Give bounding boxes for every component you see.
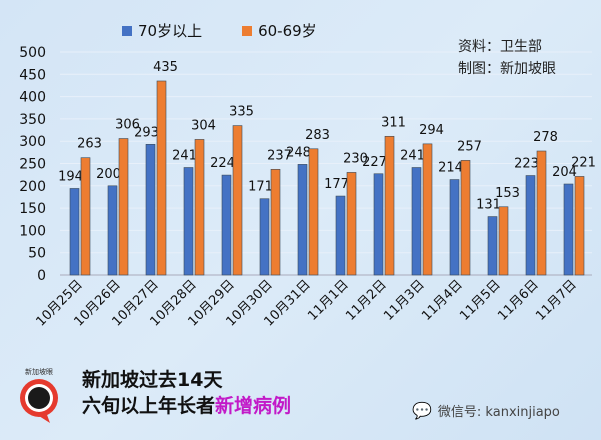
bar-60-69 — [498, 206, 509, 276]
y-tick-label: 150 — [19, 201, 46, 217]
data-label: 278 — [533, 130, 558, 145]
bar-70plus — [487, 216, 498, 276]
data-label: 241 — [172, 149, 197, 164]
bar-60-69 — [194, 139, 205, 276]
data-label: 200 — [96, 167, 121, 182]
y-tick-label: 100 — [19, 223, 46, 239]
bar-70plus — [145, 144, 156, 276]
x-tick-label: 11月4日 — [419, 277, 466, 324]
bar-60-69 — [80, 157, 91, 276]
y-tick-label: 450 — [19, 67, 46, 83]
bar-70plus — [449, 179, 460, 276]
data-label: 306 — [115, 118, 140, 133]
svg-text:新加坡眼: 新加坡眼 — [25, 367, 53, 376]
bar-70plus — [107, 185, 118, 276]
bar-70plus — [335, 195, 346, 276]
y-tick-label: 500 — [19, 45, 46, 61]
bar-70plus — [525, 175, 536, 276]
x-tick-label: 11月5日 — [457, 277, 504, 324]
bar-60-69 — [232, 125, 243, 276]
x-tick-label: 11月2日 — [343, 277, 390, 324]
bar-60-69 — [422, 143, 433, 276]
y-tick-label: 250 — [19, 157, 46, 173]
legend-label: 70岁以上 — [138, 22, 203, 40]
bar-70plus — [183, 167, 194, 276]
data-label: 227 — [362, 155, 387, 170]
bar-70plus — [69, 188, 80, 276]
data-label: 257 — [457, 139, 482, 154]
bar-60-69 — [270, 168, 281, 276]
bar-60-69 — [346, 172, 357, 276]
bar-60-69 — [384, 135, 395, 276]
data-label: 171 — [248, 180, 273, 195]
data-label: 293 — [134, 125, 159, 140]
caption: 新加坡过去14天 六旬以上年长者新增病例 — [82, 367, 291, 419]
bar-70plus — [259, 198, 270, 276]
bar-70plus — [221, 174, 232, 276]
data-label: 204 — [552, 165, 577, 180]
wechat-id: 💬 微信号: kanxinjiapo — [412, 401, 560, 420]
y-tick-label: 0 — [37, 268, 46, 284]
legend-item-70plus: 70岁以上 — [122, 20, 202, 41]
bar-70plus — [373, 173, 384, 276]
legend-item-60-69: 60-69岁 — [242, 20, 317, 41]
caption-line2: 六旬以上年长者 — [82, 395, 216, 417]
bar-60-69 — [308, 148, 319, 276]
data-label: 131 — [476, 198, 501, 213]
data-label: 335 — [229, 105, 254, 120]
data-label: 304 — [191, 118, 216, 133]
bar-60-69 — [118, 138, 129, 276]
data-label: 194 — [58, 169, 83, 184]
data-label: 311 — [381, 115, 406, 130]
bar-60-69 — [536, 150, 547, 276]
caption-highlight: 新增病例 — [215, 395, 292, 417]
credit-line: 制图：新加坡眼 — [458, 61, 556, 77]
bar-60-69 — [156, 80, 167, 276]
y-tick-label: 50 — [28, 246, 46, 262]
x-tick-label: 11月7日 — [533, 277, 580, 324]
logo-icon: 新加坡眼 — [20, 367, 58, 423]
y-tick-label: 400 — [19, 90, 46, 106]
data-label: 223 — [514, 157, 539, 172]
x-tick-label: 11月6日 — [495, 277, 542, 324]
bar-70plus — [411, 167, 422, 276]
source-line: 资料：卫生部 — [458, 39, 542, 55]
data-label: 237 — [267, 148, 292, 163]
bar-70plus — [297, 164, 308, 276]
bar-60-69 — [574, 176, 585, 276]
data-label: 177 — [324, 177, 349, 192]
data-label: 221 — [571, 155, 596, 170]
y-tick-label: 350 — [19, 112, 46, 128]
data-label: 241 — [400, 149, 425, 164]
data-label: 294 — [419, 123, 444, 138]
data-label: 283 — [305, 128, 330, 143]
x-tick-label: 11月3日 — [381, 277, 428, 324]
data-label: 435 — [153, 60, 178, 75]
y-tick-label: 200 — [19, 179, 46, 195]
data-label: 230 — [343, 151, 368, 166]
data-label: 153 — [495, 186, 520, 201]
wechat-icon: 💬 — [412, 401, 432, 420]
legend: 70岁以上 60-69岁 — [122, 20, 317, 41]
caption-line1: 新加坡过去14天 — [82, 369, 223, 391]
y-tick-label: 300 — [19, 134, 46, 150]
data-label: 214 — [438, 161, 463, 176]
bar-60-69 — [460, 160, 471, 276]
legend-label: 60-69岁 — [258, 22, 317, 40]
data-label: 263 — [77, 137, 102, 152]
wechat-text: 微信号: kanxinjiapo — [437, 405, 560, 420]
x-tick-label: 11月1日 — [305, 277, 352, 324]
source-note: 资料：卫生部 制图：新加坡眼 — [458, 36, 556, 80]
data-label: 224 — [210, 156, 235, 171]
bar-70plus — [563, 183, 574, 276]
data-label: 248 — [286, 145, 311, 160]
